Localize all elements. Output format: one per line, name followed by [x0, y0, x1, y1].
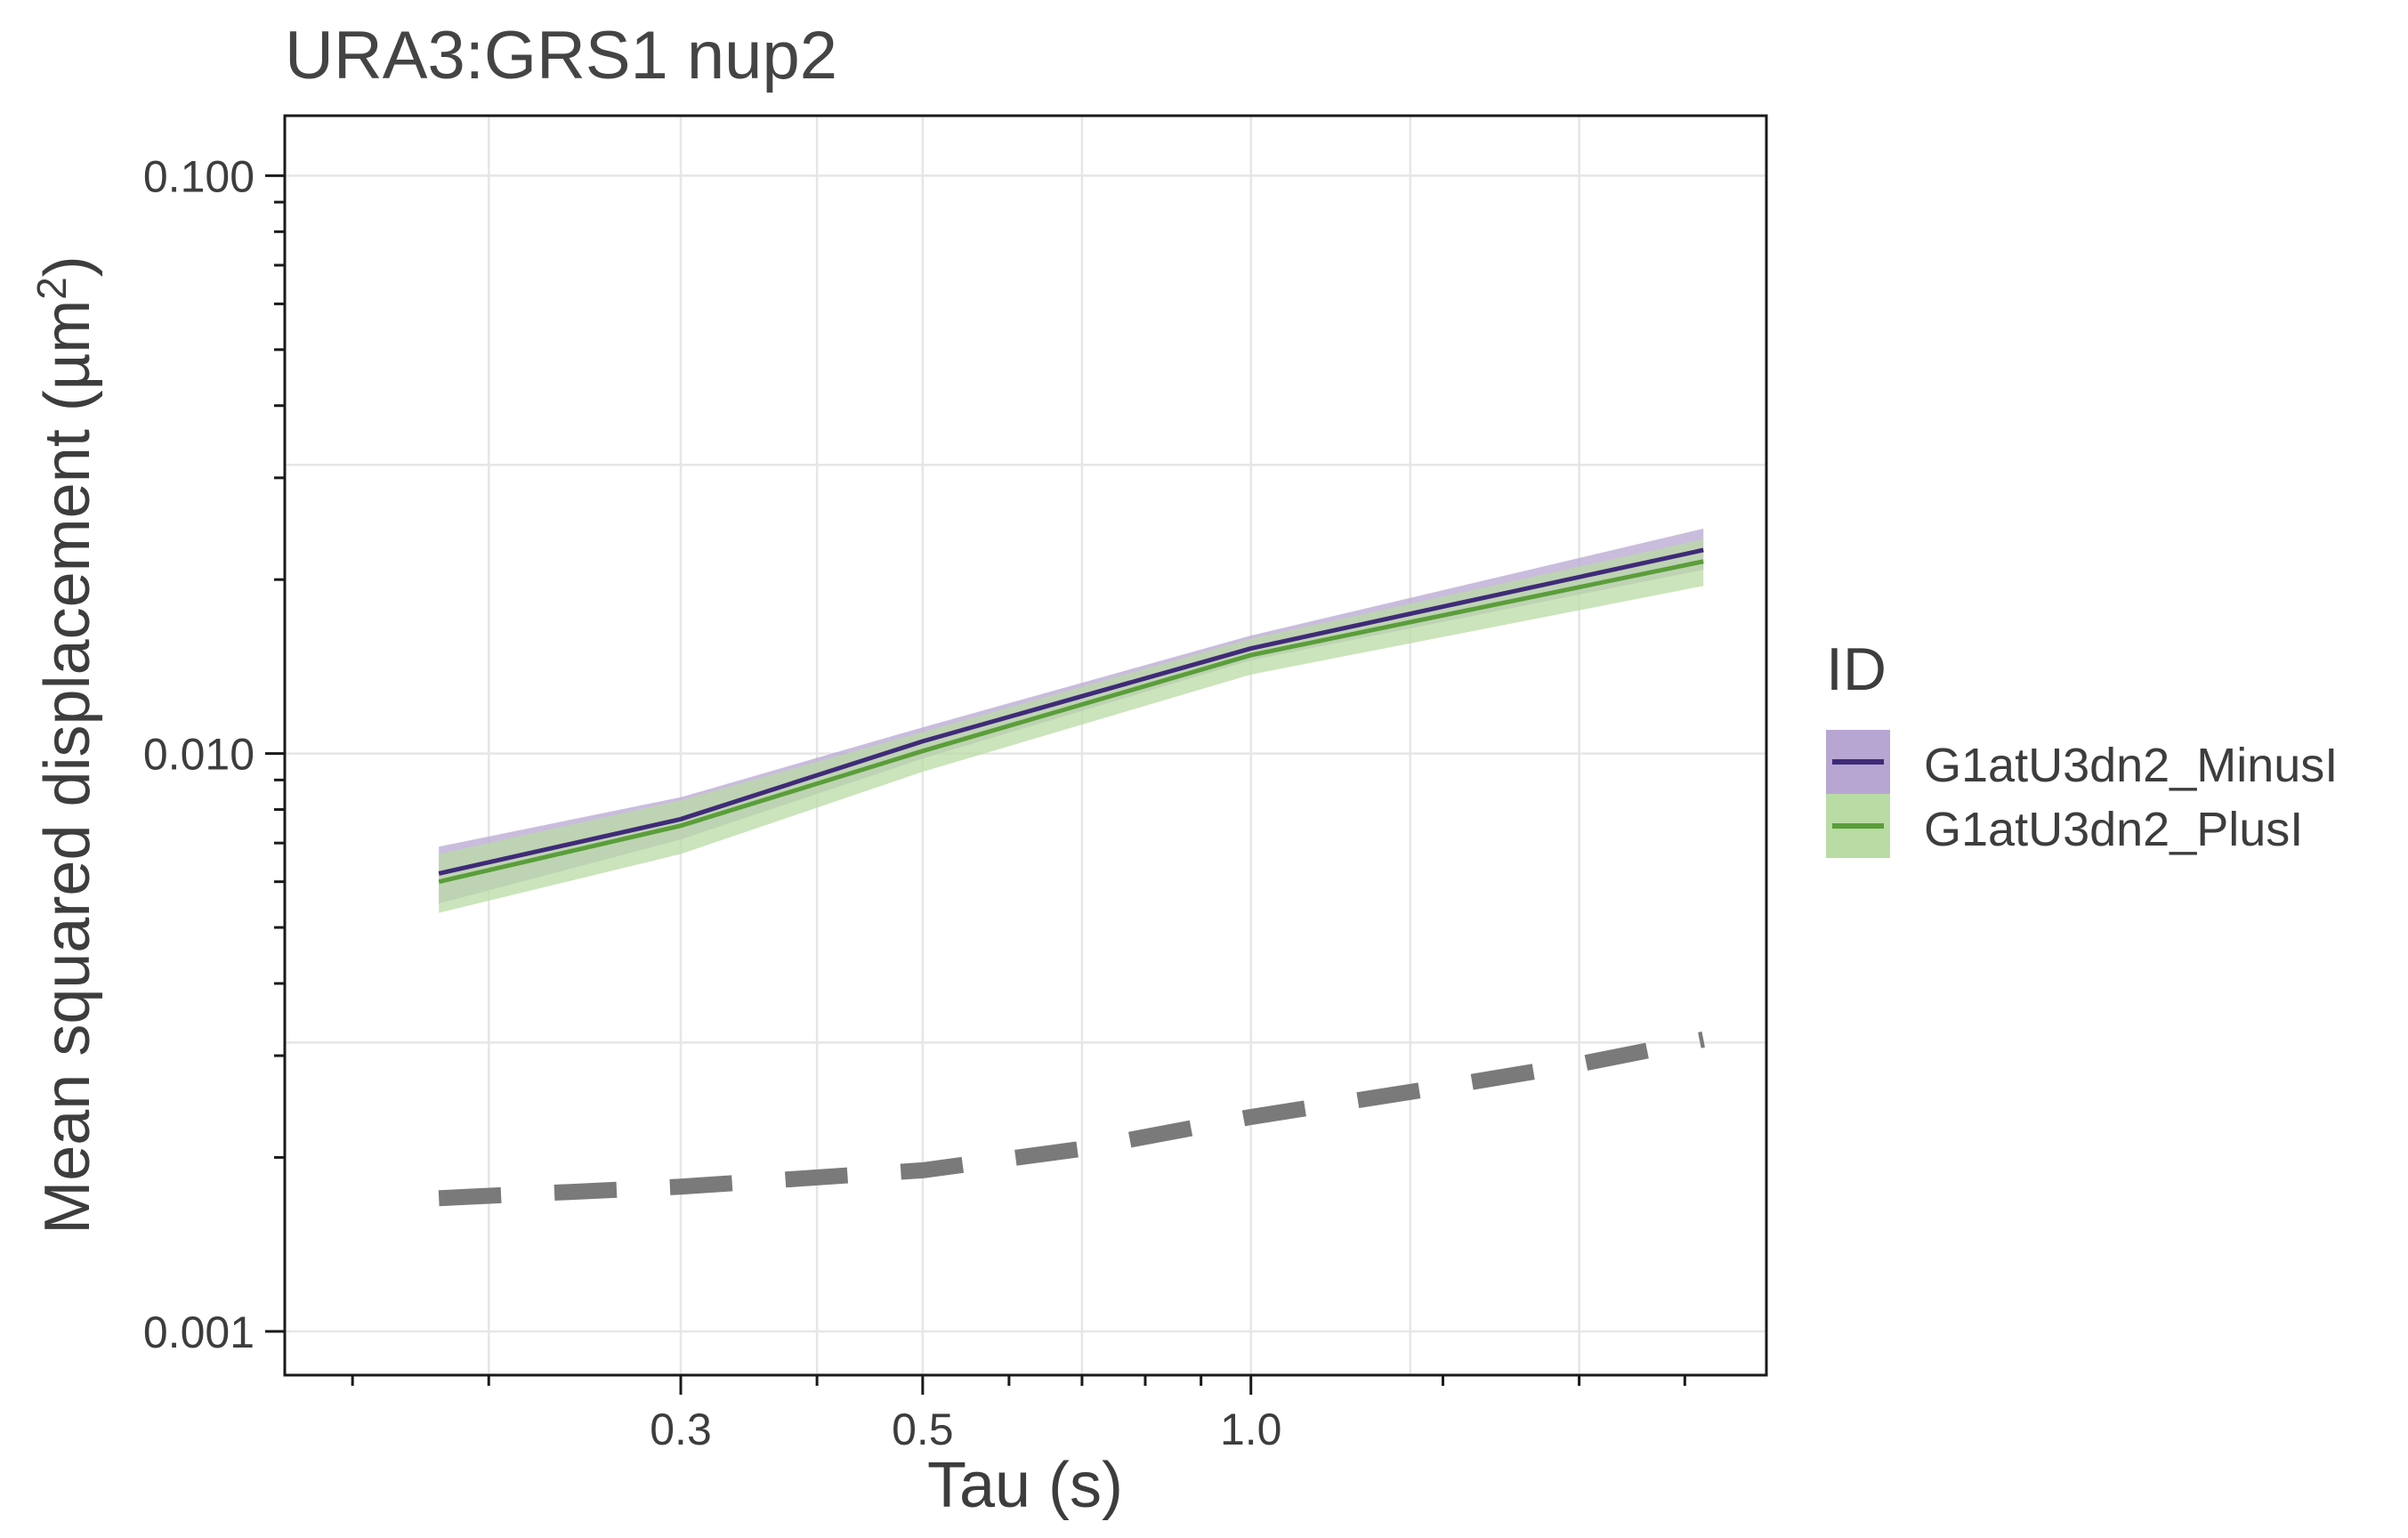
legend-title: ID — [1826, 635, 1887, 703]
legend: ID G1atU3dn2_MinusI G1atU3dn2_PlusI — [1826, 635, 2338, 858]
y-axis: 0.001 0.010 0.100 — [143, 116, 287, 1375]
x-tick-label: 0.3 — [650, 1404, 712, 1454]
ribbon-series-1 — [439, 538, 1704, 913]
chart-title: URA3:GRS1 nup2 — [285, 18, 837, 93]
y-axis-title-main: Mean squared displacement (µm — [32, 300, 103, 1234]
y-axis-title: Mean squared displacement (µm2) — [28, 255, 103, 1234]
y-tick-label: 0.001 — [143, 1307, 255, 1357]
x-axis: 0.3 0.5 1.0 — [285, 1373, 1766, 1454]
series-lines — [438, 547, 1704, 885]
reference-dashed-line — [438, 1032, 1705, 1207]
legend-item-minusi: G1atU3dn2_MinusI — [1826, 730, 2338, 794]
y-axis-title-close: ) — [32, 255, 103, 277]
y-tick-label: 0.010 — [143, 730, 255, 780]
legend-label-minusi: G1atU3dn2_MinusI — [1924, 739, 2338, 792]
grid-lines — [285, 116, 1766, 1375]
reference-line — [438, 1032, 1705, 1207]
line-series-1 — [438, 559, 1704, 885]
x-tick-label: 0.5 — [892, 1404, 954, 1454]
x-axis-title: Tau (s) — [927, 1450, 1123, 1521]
y-axis-title-superscript: 2 — [28, 277, 75, 300]
legend-label-plusi: G1atU3dn2_PlusI — [1924, 803, 2303, 856]
legend-item-plusi: G1atU3dn2_PlusI — [1826, 794, 2303, 858]
x-tick-label: 1.0 — [1220, 1404, 1282, 1454]
y-tick-label: 0.100 — [143, 151, 255, 201]
line-series-0 — [438, 547, 1704, 876]
confidence-ribbons — [439, 528, 1704, 913]
